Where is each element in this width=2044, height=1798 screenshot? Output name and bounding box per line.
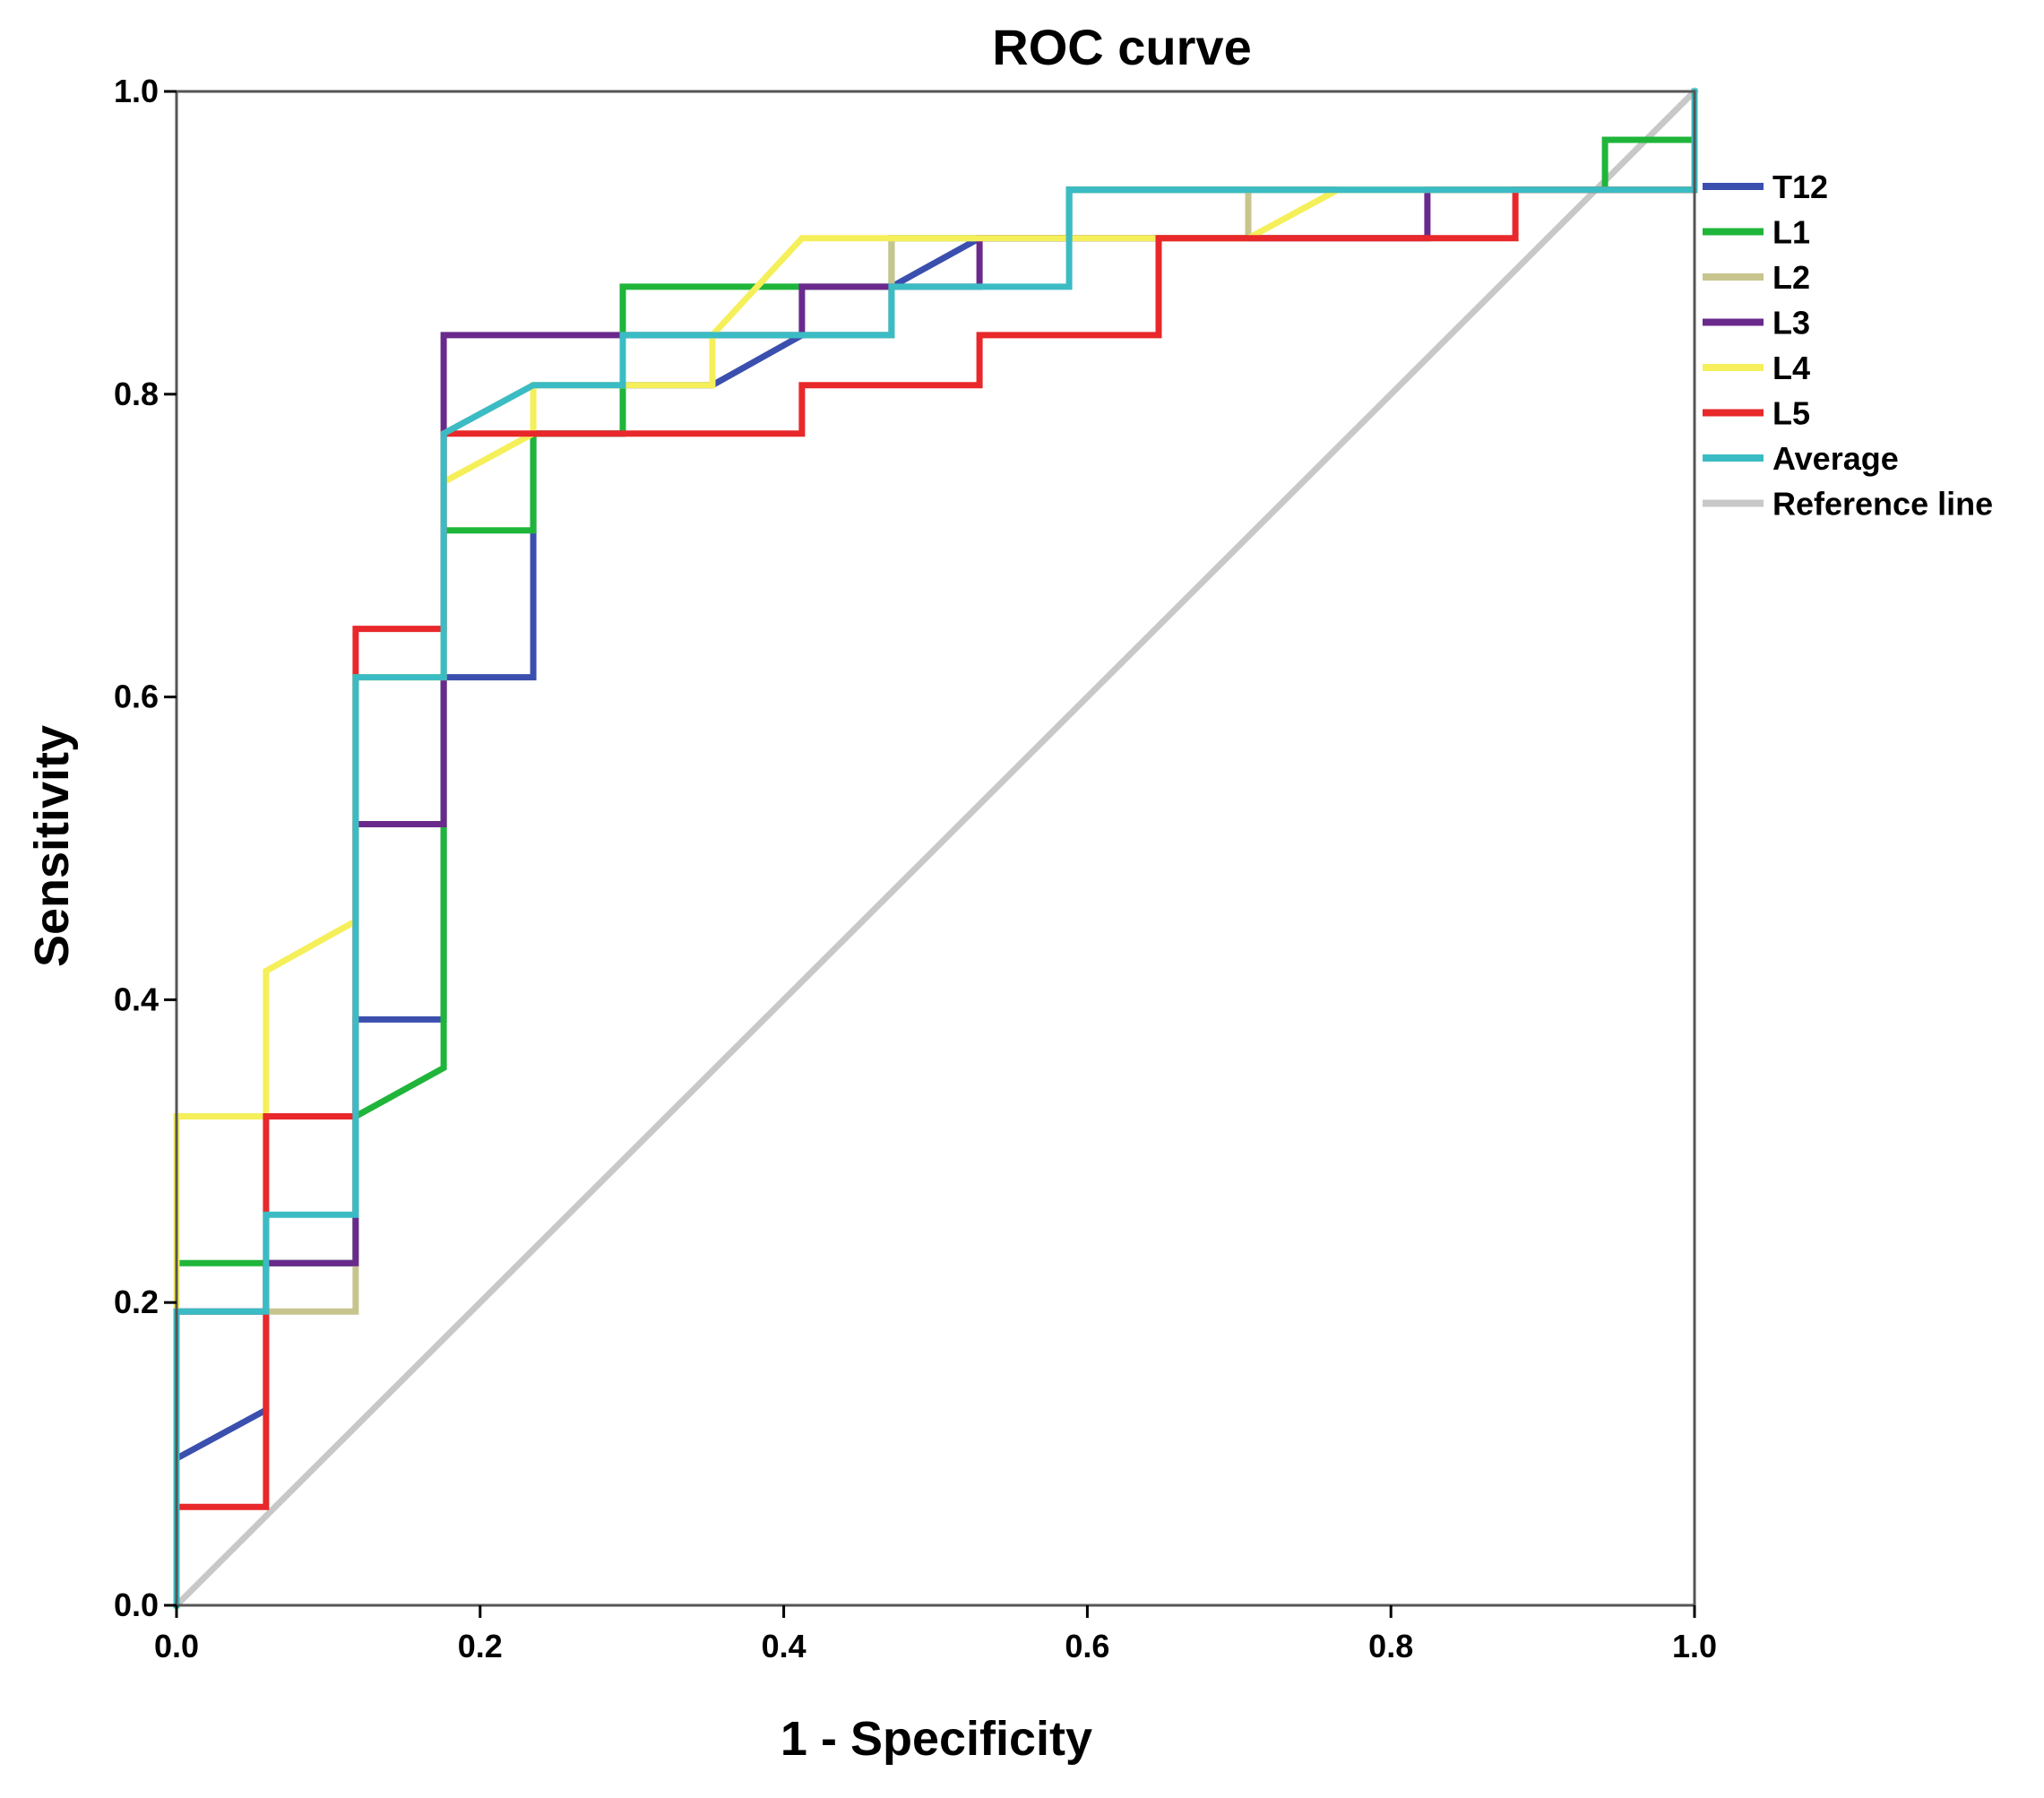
- axes-layer: 0.0 0.2 0.4 0.6 0.8 1.0 0.0 0.2 0.4 0.6 0.8 1.0: [114, 73, 1717, 1664]
- x-tick-label: 0.8: [1368, 1628, 1413, 1664]
- legend: T12 L1 L2 L3 L4 L5 Average Reference line: [1703, 169, 1993, 523]
- legend-label-average: Average: [1772, 440, 1899, 477]
- x-tick-label: 1.0: [1672, 1628, 1717, 1664]
- legend-label-l1: L1: [1772, 214, 1810, 251]
- x-axis-label: 1 - Specificity: [781, 1712, 1092, 1766]
- y-axis-label: Sensitivity: [25, 725, 79, 967]
- chart-title: ROC curve: [992, 19, 1251, 75]
- y-tick-label: 0.4: [114, 981, 159, 1017]
- legend-label-l2: L2: [1772, 259, 1810, 296]
- y-tick-label: 0.8: [114, 376, 159, 412]
- series-layer: [172, 87, 1699, 1610]
- y-tick-label: 0.0: [114, 1586, 159, 1623]
- y-tick-label: 0.2: [114, 1284, 159, 1320]
- series-line-l5: [173, 88, 1698, 1609]
- legend-label-l3: L3: [1772, 305, 1810, 341]
- legend-label-reference-line: Reference line: [1772, 486, 1993, 523]
- y-tick-label: 1.0: [114, 73, 159, 109]
- series-line-reference-line: [172, 87, 1699, 1610]
- legend-label-t12: T12: [1772, 169, 1828, 205]
- legend-label-l4: L4: [1772, 350, 1810, 386]
- x-tick-label: 0.4: [762, 1628, 806, 1664]
- legend-label-l5: L5: [1772, 395, 1810, 432]
- plot-frame: [175, 90, 1696, 1607]
- x-tick-label: 0.2: [458, 1628, 503, 1664]
- series-line-average: [173, 88, 1698, 1609]
- x-tick-label: 0.6: [1065, 1628, 1109, 1664]
- y-tick-label: 0.6: [114, 679, 159, 715]
- x-tick-label: 0.0: [154, 1628, 199, 1664]
